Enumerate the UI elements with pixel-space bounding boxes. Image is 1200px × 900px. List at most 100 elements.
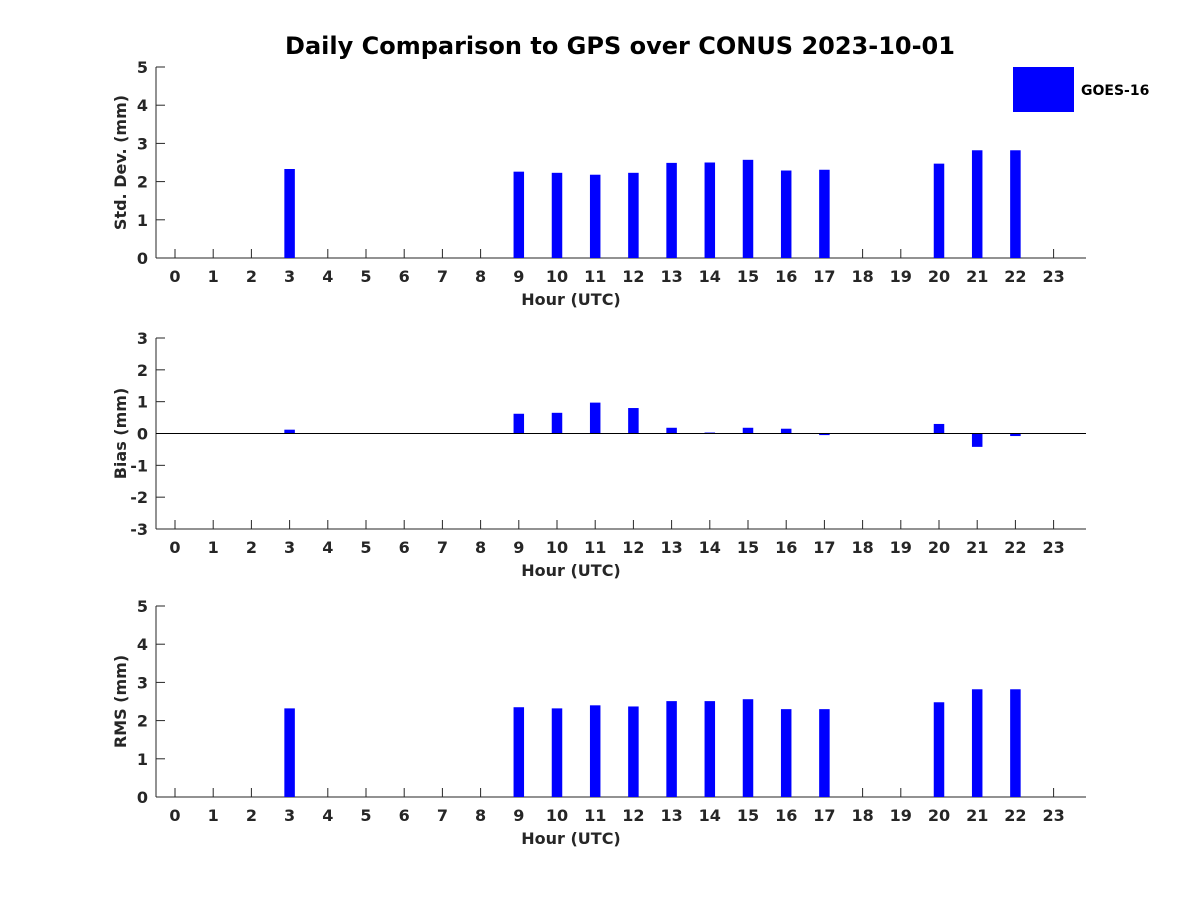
bar-hour-3 [284,708,295,797]
x-tick-label: 1 [208,538,219,557]
x-tick-label: 11 [584,538,606,557]
y-tick-label: -1 [130,456,148,475]
y-tick-label: -2 [130,488,148,507]
x-axis-label: Hour (UTC) [521,290,621,309]
x-axis-label: Hour (UTC) [521,561,621,580]
y-tick-label: 0 [137,425,148,444]
bar-hour-21 [971,433,983,447]
x-tick-label: 17 [813,538,835,557]
x-tick-label: 5 [360,267,371,286]
y-tick-label: 3 [137,329,148,348]
bar-hour-3 [284,168,295,258]
y-tick-label: 5 [137,58,148,77]
y-tick-label: 2 [137,712,148,731]
y-tick-label: -3 [130,520,148,539]
bar-hour-22 [1010,689,1021,797]
x-tick-label: 0 [169,267,180,286]
bar-hour-10 [551,708,563,797]
x-tick-label: 21 [966,806,988,825]
bar-hour-11 [589,705,601,797]
x-tick-label: 16 [775,267,797,286]
bar-hour-15 [742,699,754,797]
x-tick-label: 13 [660,538,682,557]
legend-label: GOES-16 [1081,83,1149,99]
y-tick-label: 1 [137,211,148,230]
bar-hour-17 [819,169,830,258]
x-tick-label: 4 [322,267,333,286]
bar-hour-13 [666,701,677,797]
x-tick-label: 23 [1042,267,1064,286]
x-tick-label: 6 [399,538,410,557]
bar-hour-15 [742,159,754,258]
y-axis-label: Bias (mm) [111,388,130,480]
bar-hour-9 [513,707,525,797]
x-tick-label: 22 [1004,538,1026,557]
bar-hour-14 [704,162,716,258]
x-tick-label: 21 [966,267,988,286]
x-tick-label: 18 [851,806,873,825]
x-tick-label: 10 [546,806,568,825]
x-tick-label: 2 [246,806,257,825]
x-tick-label: 10 [546,538,568,557]
x-tick-label: 22 [1004,806,1026,825]
x-tick-label: 20 [928,538,950,557]
x-tick-label: 19 [890,267,912,286]
y-tick-label: 4 [137,96,148,115]
x-tick-label: 13 [660,806,682,825]
y-tick-label: 5 [137,597,148,616]
bar-hour-12 [628,172,639,258]
x-tick-label: 10 [546,267,568,286]
bar-hour-13 [666,162,677,258]
x-tick-label: 20 [928,267,950,286]
bar-hour-22 [1010,433,1021,437]
x-tick-label: 4 [322,538,333,557]
bar-hour-9 [513,171,525,258]
x-tick-label: 14 [699,806,721,825]
bar-hour-20 [933,702,945,797]
y-tick-label: 2 [137,361,148,380]
x-tick-label: 5 [360,538,371,557]
bar-hour-16 [780,170,792,258]
x-tick-label: 6 [399,806,410,825]
x-tick-label: 2 [246,538,257,557]
x-tick-label: 23 [1042,806,1064,825]
x-tick-label: 9 [513,267,524,286]
bar-hour-9 [513,413,525,434]
x-tick-label: 20 [928,806,950,825]
x-tick-label: 7 [437,267,448,286]
x-tick-label: 12 [622,538,644,557]
bar-hour-11 [589,174,601,258]
y-tick-label: 4 [137,635,148,654]
x-tick-label: 14 [699,267,721,286]
x-tick-label: 8 [475,806,486,825]
x-tick-label: 12 [622,267,644,286]
bar-hour-15 [742,427,754,434]
x-tick-label: 1 [208,806,219,825]
y-tick-label: 1 [137,750,148,769]
y-tick-label: 3 [137,134,148,153]
x-tick-label: 18 [851,267,873,286]
y-tick-label: 2 [137,173,148,192]
legend: GOES-16 [1013,67,1149,112]
x-tick-label: 21 [966,538,988,557]
x-tick-label: 15 [737,538,759,557]
x-tick-label: 3 [284,806,295,825]
x-tick-label: 3 [284,267,295,286]
x-tick-label: 18 [851,538,873,557]
y-tick-label: 3 [137,673,148,692]
x-tick-label: 5 [360,806,371,825]
bar-hour-16 [780,428,792,434]
bar-hour-21 [971,689,983,797]
bar-hour-10 [551,412,563,434]
bar-hour-3 [284,429,295,434]
chart-title: Daily Comparison to GPS over CONUS 2023-… [285,32,955,60]
bar-hour-22 [1010,150,1021,258]
x-tick-label: 12 [622,806,644,825]
bar-hour-16 [780,709,792,797]
y-tick-label: 0 [137,249,148,268]
bar-hour-12 [628,706,639,797]
